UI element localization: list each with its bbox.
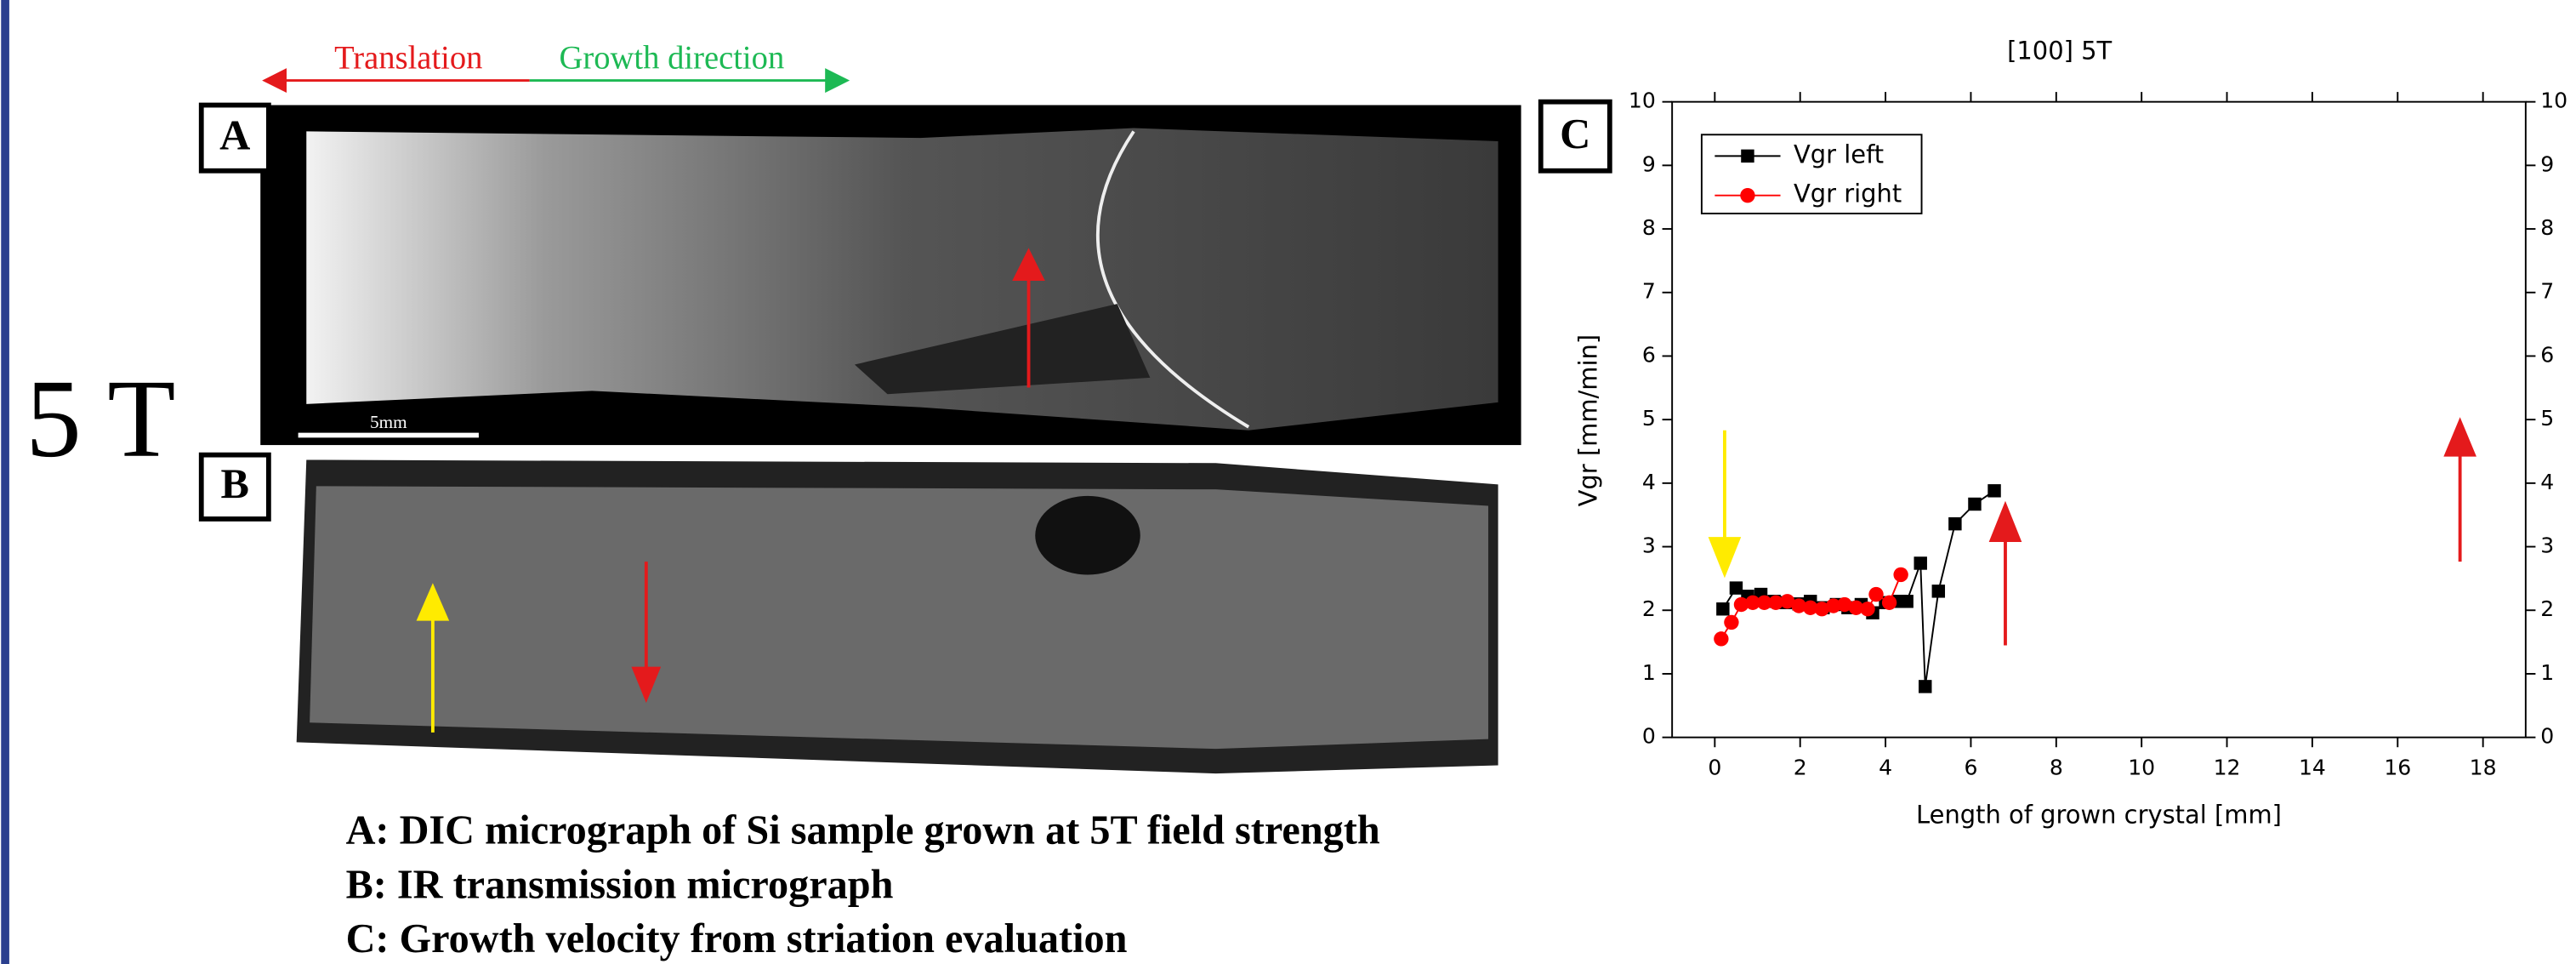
y-tick-label: 0 <box>1642 724 1656 749</box>
y2-tick-label: 2 <box>2540 596 2554 621</box>
marker <box>1968 497 1982 511</box>
marker <box>1733 596 1749 613</box>
legend-box <box>1700 134 1923 214</box>
panel-label-a: A <box>219 111 250 159</box>
y-tick-label: 6 <box>1642 342 1656 367</box>
x-tick-label: 2 <box>1794 755 1807 779</box>
x-tick-label: 10 <box>2128 755 2155 779</box>
marker <box>1740 188 1755 203</box>
marker <box>1893 567 1908 583</box>
marker <box>1948 516 1962 531</box>
translation-text: Translation <box>334 40 482 76</box>
marker <box>1987 484 2001 498</box>
y2-tick-label: 5 <box>2540 406 2554 431</box>
marker <box>1714 631 1729 647</box>
y2-tick-label: 3 <box>2540 533 2554 558</box>
panel-box-a <box>198 102 271 174</box>
marker <box>1791 598 1806 613</box>
marker <box>1768 595 1783 610</box>
y-axis-label: Vgr [mm/min] <box>1574 334 1603 507</box>
marker <box>1716 602 1730 616</box>
marker <box>1724 614 1739 630</box>
y2-tick-label: 1 <box>2540 660 2554 685</box>
y-tick-label: 1 <box>1642 660 1656 685</box>
marker <box>1919 680 1932 693</box>
x-tick-label: 4 <box>1879 755 1892 779</box>
legend-label: Vgr left <box>1794 140 1884 168</box>
marker <box>1741 149 1754 163</box>
interface-a <box>1095 130 1250 429</box>
y-tick-label: 10 <box>1629 88 1656 113</box>
marker <box>1745 595 1760 610</box>
y-tick-label: 7 <box>1642 279 1656 304</box>
yellow-head-b <box>416 583 450 621</box>
x-tick-label: 8 <box>2050 755 2063 779</box>
crystal-b <box>310 486 1488 750</box>
y2-tick-label: 4 <box>2540 470 2554 494</box>
y-tick-label: 2 <box>1642 596 1656 621</box>
side-label: 5 T <box>26 357 175 481</box>
plot: 0 2 4 6 8 10 12 14 16 18012345678910012345678910V… <box>1629 88 2567 780</box>
x-tick-label: 18 <box>2470 755 2497 779</box>
marker <box>1779 594 1795 609</box>
growth-text: Growth direction <box>560 40 785 76</box>
x-tick-label: 14 <box>2299 755 2326 779</box>
caption: C: Growth velocity from striation evalua… <box>346 916 1128 961</box>
marker <box>1814 602 1829 617</box>
legend-label: Vgr right <box>1794 180 1902 208</box>
red-head-c2 <box>2443 417 2476 457</box>
y-tick-label: 5 <box>1642 406 1656 431</box>
caption: A: DIC micrograph of Si sample grown at … <box>346 808 1380 853</box>
panel-label-c: C <box>1560 110 1590 157</box>
y2-tick-label: 8 <box>2540 215 2554 240</box>
y2-tick-label: 7 <box>2540 279 2554 304</box>
x-tick-label: 16 <box>2384 755 2411 779</box>
marker <box>1826 598 1841 613</box>
x-tick-label: 6 <box>1964 755 1977 779</box>
marker <box>1803 600 1818 615</box>
x-tick-label: 0 <box>1708 755 1721 779</box>
marker <box>1860 602 1875 617</box>
marker <box>1900 595 1914 608</box>
scale-bar-text: 5mm <box>370 412 407 432</box>
chart-title: [100] 5T <box>2007 37 2112 66</box>
marker <box>1729 581 1743 595</box>
marker <box>1837 596 1852 613</box>
marker <box>1931 585 1946 598</box>
marker <box>1848 600 1864 615</box>
y-tick-label: 3 <box>1642 533 1656 558</box>
panel-box-c <box>1538 99 1612 174</box>
yellow-head-c <box>1708 537 1742 579</box>
y2-tick-label: 10 <box>2540 88 2567 113</box>
y2-tick-label: 0 <box>2540 724 2554 749</box>
y2-tick-label: 6 <box>2540 342 2554 367</box>
y-tick-label: 9 <box>1642 151 1656 176</box>
y2-tick-label: 9 <box>2540 151 2554 176</box>
marker <box>1756 595 1772 610</box>
marker <box>1868 586 1884 602</box>
red-head-b <box>631 666 662 704</box>
crystal-a <box>306 128 1498 431</box>
caption: B: IR transmission micrograph <box>346 862 894 907</box>
panel-box-b <box>198 452 271 522</box>
y-tick-label: 8 <box>1642 215 1656 240</box>
x-tick-label: 12 <box>2214 755 2241 779</box>
defect-a <box>854 304 1151 395</box>
marker <box>1914 556 1927 570</box>
red-head-c <box>1988 500 2022 542</box>
marker <box>1881 595 1897 610</box>
inclusion-b <box>1035 495 1140 575</box>
y-tick-label: 4 <box>1642 470 1656 494</box>
panel-label-b: B <box>221 459 249 507</box>
edge-bar <box>1 0 9 964</box>
x-axis-label: Length of grown crystal [mm] <box>1916 800 2282 829</box>
